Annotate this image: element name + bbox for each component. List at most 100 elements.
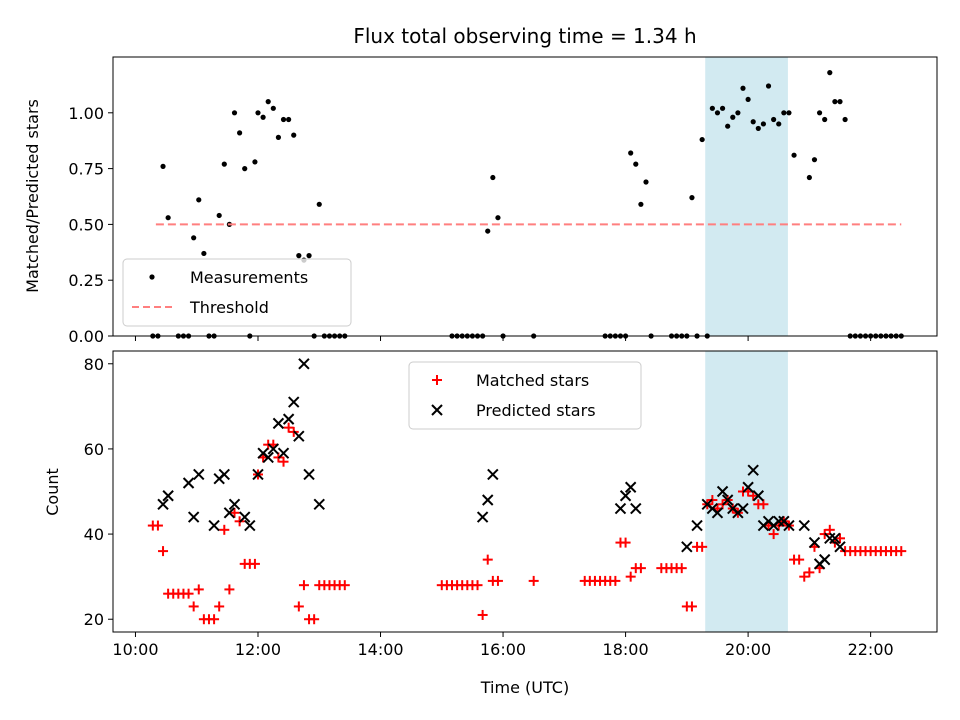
measurement-point	[633, 161, 639, 167]
legend-threshold-label: Threshold	[189, 298, 269, 317]
y-tick-label: 0.00	[68, 327, 104, 346]
measurement-point	[689, 195, 695, 201]
measurement-point	[765, 83, 772, 89]
matched-star-point	[249, 558, 260, 569]
measurement-point	[216, 212, 222, 219]
predicted-star-point	[747, 464, 759, 476]
matched-star-point	[309, 614, 320, 625]
predicted-star-point	[244, 519, 256, 532]
predicted-star-point	[157, 498, 169, 510]
observing-interval-shade	[705, 57, 788, 336]
legend-measurements-marker	[149, 274, 155, 280]
predicted-star-point	[691, 519, 703, 532]
count-marks	[147, 358, 907, 625]
predicted-star-point	[239, 511, 251, 523]
matched-star-point	[748, 490, 759, 501]
matched-star-point	[224, 584, 235, 595]
matched-star-point	[625, 571, 636, 582]
matched-star-point	[158, 546, 169, 557]
matched-star-point	[152, 520, 163, 531]
measurement-point	[242, 166, 248, 172]
measurement-point	[252, 159, 258, 165]
matched-star-point	[278, 456, 289, 467]
legend-matched-marker	[432, 375, 442, 385]
predicted-star-point	[630, 502, 642, 515]
measurement-point	[165, 215, 171, 221]
measurement-point	[786, 110, 792, 116]
count-y-axis-label: Count	[43, 468, 62, 516]
predicted-star-point	[208, 519, 220, 532]
measurement-point	[495, 215, 501, 221]
ratio-legend-box	[122, 258, 352, 327]
measurement-point	[714, 110, 721, 116]
predicted-star-point	[218, 468, 231, 481]
measurement-point	[750, 119, 756, 125]
y-tick-label: 0.50	[68, 215, 104, 234]
predicted-star-point	[288, 396, 300, 408]
measurement-point	[725, 123, 731, 129]
predicted-star-point	[223, 507, 236, 519]
y-tick-label: 80	[84, 355, 104, 374]
x-axis-label: Time (UTC)	[480, 678, 569, 697]
matched-star-point	[339, 580, 350, 591]
x-tick-label: 10:00	[112, 640, 158, 659]
matched-star-point	[697, 541, 708, 552]
panel-ratio: 0.00 0.25 0.50 0.75 1.00 Flux total observin…	[23, 24, 938, 346]
predicted-star-point	[721, 494, 734, 506]
measurement-point	[270, 105, 276, 111]
measurement-point	[191, 235, 197, 241]
measurement-point	[791, 152, 797, 158]
x-tick-label: 22:00	[848, 640, 894, 659]
count-legend-box	[408, 361, 642, 430]
predicted-star-point	[262, 451, 274, 464]
measurement-point	[837, 99, 843, 105]
measurement-point	[231, 110, 238, 116]
matched-star-point	[229, 507, 240, 518]
measurement-point	[196, 197, 202, 203]
y-tick-label: 20	[84, 610, 104, 629]
matched-star-point	[283, 422, 294, 433]
predicted-star-point	[773, 515, 785, 528]
predicted-star-point	[182, 477, 195, 489]
matched-star-point	[293, 601, 304, 612]
predicted-star-point	[187, 511, 200, 523]
matched-star-point	[635, 563, 646, 574]
measurement-point	[221, 161, 227, 167]
matched-star-point	[896, 546, 907, 557]
measurement-point	[806, 174, 812, 181]
chart-title: Flux total observing time = 1.34 h	[353, 24, 696, 48]
matched-star-point	[219, 524, 230, 535]
matched-star-point	[528, 575, 539, 586]
measurement-point	[201, 250, 207, 257]
legend-predicted-marker	[431, 404, 443, 416]
matched-star-point	[824, 524, 835, 535]
measurement-point	[638, 201, 644, 207]
panel-count: 10:00 12:00 14:00 16:00 18:00 20:00 22:00 20 40…	[43, 350, 938, 697]
count-legend: Matched stars Predicted stars	[408, 361, 642, 430]
matched-star-point	[610, 575, 621, 586]
measurement-point	[709, 105, 715, 111]
measurement-point	[260, 114, 266, 120]
predicted-star-point	[162, 490, 174, 502]
measurement-point	[286, 116, 292, 123]
matched-star-point	[214, 601, 225, 612]
y-tick-label: 60	[84, 440, 104, 459]
measurement-point	[699, 136, 705, 143]
measurement-point	[735, 110, 741, 116]
predicted-star-point	[783, 519, 795, 532]
predicted-star-point	[711, 507, 724, 519]
measurement-point	[628, 150, 634, 156]
predicted-star-point	[282, 413, 295, 425]
predicted-star-point	[252, 468, 264, 481]
predicted-star-point	[798, 519, 810, 532]
predicted-star-point	[808, 536, 821, 549]
measurement-point	[740, 85, 746, 91]
matched-star-point	[188, 601, 199, 612]
measurement-point	[265, 99, 271, 105]
predicted-star-point	[681, 541, 693, 553]
measurement-point	[771, 116, 777, 123]
measurement-point	[827, 70, 833, 76]
measurement-point	[745, 96, 751, 103]
y-tick-label: 1.00	[68, 104, 104, 123]
